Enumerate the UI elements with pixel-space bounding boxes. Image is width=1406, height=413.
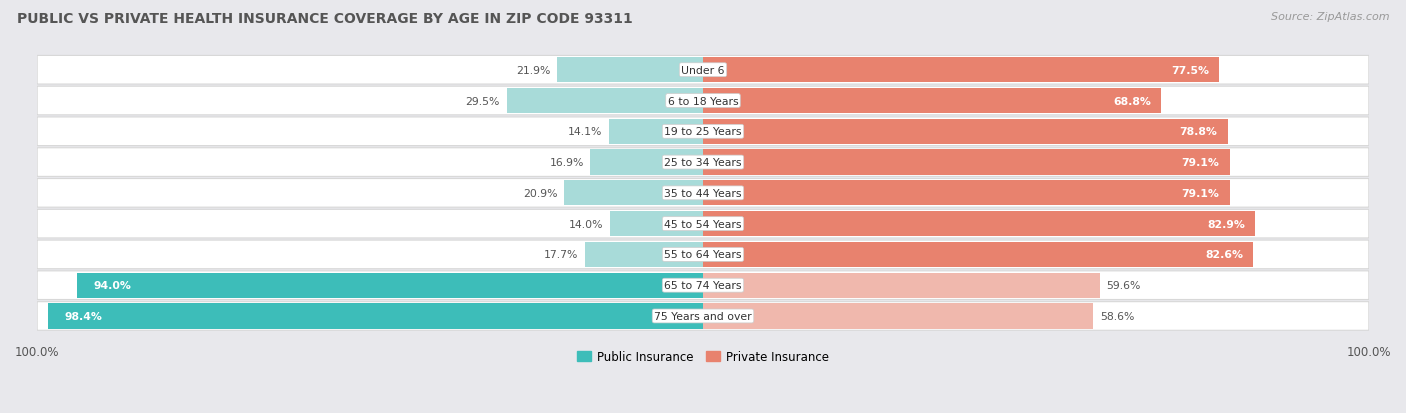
Text: 6 to 18 Years: 6 to 18 Years — [668, 96, 738, 106]
Bar — [591, 150, 703, 175]
Bar — [703, 89, 1161, 114]
Text: 14.1%: 14.1% — [568, 127, 603, 137]
Bar — [610, 211, 703, 237]
Bar — [557, 58, 703, 83]
Text: 55 to 64 Years: 55 to 64 Years — [664, 250, 742, 260]
Bar — [77, 273, 703, 298]
Text: 82.9%: 82.9% — [1206, 219, 1244, 229]
Legend: Public Insurance, Private Insurance: Public Insurance, Private Insurance — [572, 346, 834, 368]
FancyBboxPatch shape — [37, 56, 1369, 85]
Bar — [703, 273, 1099, 298]
Text: 79.1%: 79.1% — [1182, 188, 1219, 198]
Bar — [609, 119, 703, 145]
Bar — [703, 58, 1219, 83]
FancyBboxPatch shape — [37, 240, 1369, 269]
Bar — [506, 89, 703, 114]
Text: 21.9%: 21.9% — [516, 66, 551, 76]
FancyBboxPatch shape — [37, 179, 1369, 208]
Bar — [48, 304, 703, 329]
Bar — [703, 211, 1256, 237]
Bar — [703, 150, 1230, 175]
Text: 65 to 74 Years: 65 to 74 Years — [664, 280, 742, 290]
Text: 94.0%: 94.0% — [94, 280, 132, 290]
FancyBboxPatch shape — [37, 302, 1369, 330]
FancyBboxPatch shape — [37, 210, 1369, 238]
Text: 19 to 25 Years: 19 to 25 Years — [664, 127, 742, 137]
Text: 16.9%: 16.9% — [550, 158, 583, 168]
Bar — [703, 119, 1227, 145]
Text: 78.8%: 78.8% — [1180, 127, 1218, 137]
Text: 59.6%: 59.6% — [1107, 280, 1140, 290]
Text: 35 to 44 Years: 35 to 44 Years — [664, 188, 742, 198]
Text: Source: ZipAtlas.com: Source: ZipAtlas.com — [1271, 12, 1389, 22]
Text: 75 Years and over: 75 Years and over — [654, 311, 752, 321]
Text: 25 to 34 Years: 25 to 34 Years — [664, 158, 742, 168]
Text: PUBLIC VS PRIVATE HEALTH INSURANCE COVERAGE BY AGE IN ZIP CODE 93311: PUBLIC VS PRIVATE HEALTH INSURANCE COVER… — [17, 12, 633, 26]
Text: 29.5%: 29.5% — [465, 96, 501, 106]
Bar — [703, 181, 1230, 206]
FancyBboxPatch shape — [37, 148, 1369, 177]
Text: 45 to 54 Years: 45 to 54 Years — [664, 219, 742, 229]
Text: 68.8%: 68.8% — [1114, 96, 1152, 106]
FancyBboxPatch shape — [37, 87, 1369, 116]
Text: Under 6: Under 6 — [682, 66, 724, 76]
Text: 98.4%: 98.4% — [65, 311, 103, 321]
Text: 79.1%: 79.1% — [1182, 158, 1219, 168]
Bar — [703, 242, 1253, 267]
FancyBboxPatch shape — [37, 271, 1369, 300]
Bar — [564, 181, 703, 206]
Text: 82.6%: 82.6% — [1205, 250, 1243, 260]
Bar — [585, 242, 703, 267]
Text: 14.0%: 14.0% — [568, 219, 603, 229]
Text: 77.5%: 77.5% — [1171, 66, 1209, 76]
Text: 20.9%: 20.9% — [523, 188, 557, 198]
Text: 58.6%: 58.6% — [1099, 311, 1135, 321]
Bar — [703, 304, 1092, 329]
FancyBboxPatch shape — [37, 118, 1369, 146]
Text: 17.7%: 17.7% — [544, 250, 578, 260]
